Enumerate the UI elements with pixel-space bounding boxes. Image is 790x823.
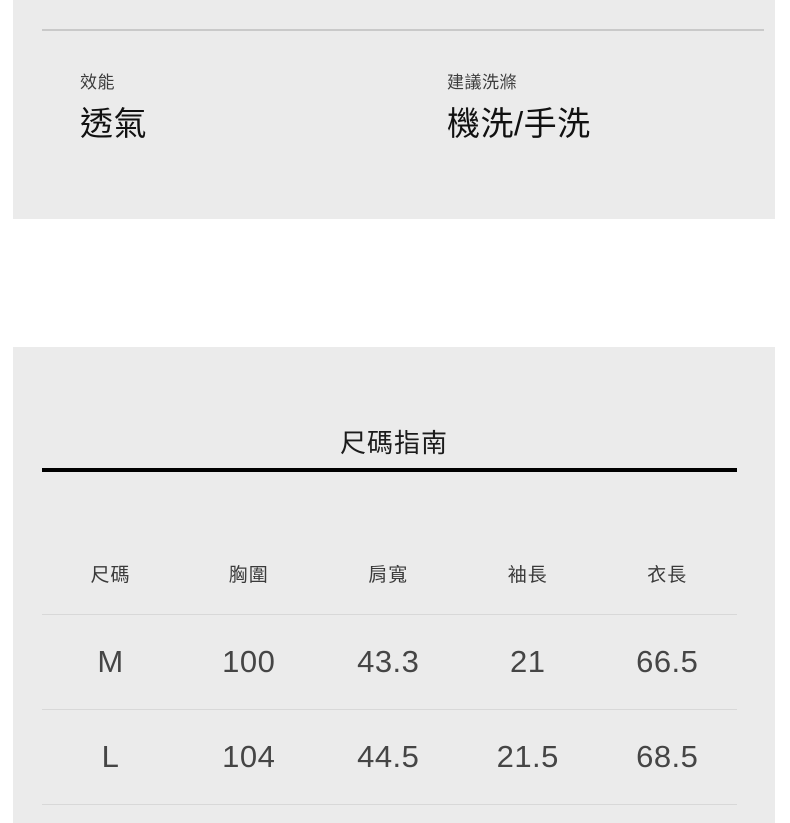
column-header-chest: 胸圍 — [228, 564, 269, 586]
column-header-sleeve: 袖長 — [507, 564, 548, 586]
cell-shoulder: 44.5 — [357, 739, 420, 774]
size-table-body: M 100 43.3 21 66.5 L 104 44.5 21.5 68.5 — [42, 614, 737, 805]
cell-sleeve: 21.5 — [496, 739, 559, 774]
spec-grid: 效能 透氣 建議洗滌 機洗/手洗 — [13, 72, 775, 182]
cell-length: 68.5 — [636, 739, 699, 774]
size-guide-title-rule — [42, 468, 737, 472]
column-header-length: 衣長 — [647, 564, 688, 586]
table-row: L 104 44.5 21.5 68.5 — [42, 709, 737, 805]
column-header-shoulder: 肩寬 — [368, 564, 409, 586]
spec-label-performance: 效能 — [80, 73, 115, 92]
cell-sleeve: 21 — [510, 644, 546, 679]
spec-value-washing: 機洗/手洗 — [447, 105, 591, 142]
spec-panel-top-divider — [42, 29, 764, 31]
spec-item-performance: 效能 透氣 — [80, 72, 410, 146]
cell-size: M — [97, 644, 124, 679]
table-row: M 100 43.3 21 66.5 — [42, 614, 737, 710]
spec-value-performance: 透氣 — [80, 105, 147, 142]
cell-length: 66.5 — [636, 644, 699, 679]
column-header-size: 尺碼 — [90, 564, 131, 586]
product-spec-panel: 效能 透氣 建議洗滌 機洗/手洗 — [13, 0, 775, 219]
cell-chest: 100 — [222, 644, 276, 679]
cell-size: L — [101, 739, 120, 774]
size-guide-panel: 尺碼指南 尺碼 胸圍 肩寬 袖長 衣長 M — [13, 347, 775, 823]
table-header-row: 尺碼 胸圍 肩寬 袖長 衣長 — [42, 532, 737, 615]
spec-item-washing: 建議洗滌 機洗/手洗 — [447, 72, 777, 146]
spec-label-washing: 建議洗滌 — [447, 73, 517, 92]
size-guide-title: 尺碼指南 — [339, 427, 448, 458]
cell-chest: 104 — [222, 739, 276, 774]
size-table-head: 尺碼 胸圍 肩寬 袖長 衣長 — [42, 532, 737, 615]
size-guide-table: 尺碼 胸圍 肩寬 袖長 衣長 M 100 43.3 21 66.5 L 104 — [42, 532, 737, 805]
cell-shoulder: 43.3 — [357, 644, 420, 679]
